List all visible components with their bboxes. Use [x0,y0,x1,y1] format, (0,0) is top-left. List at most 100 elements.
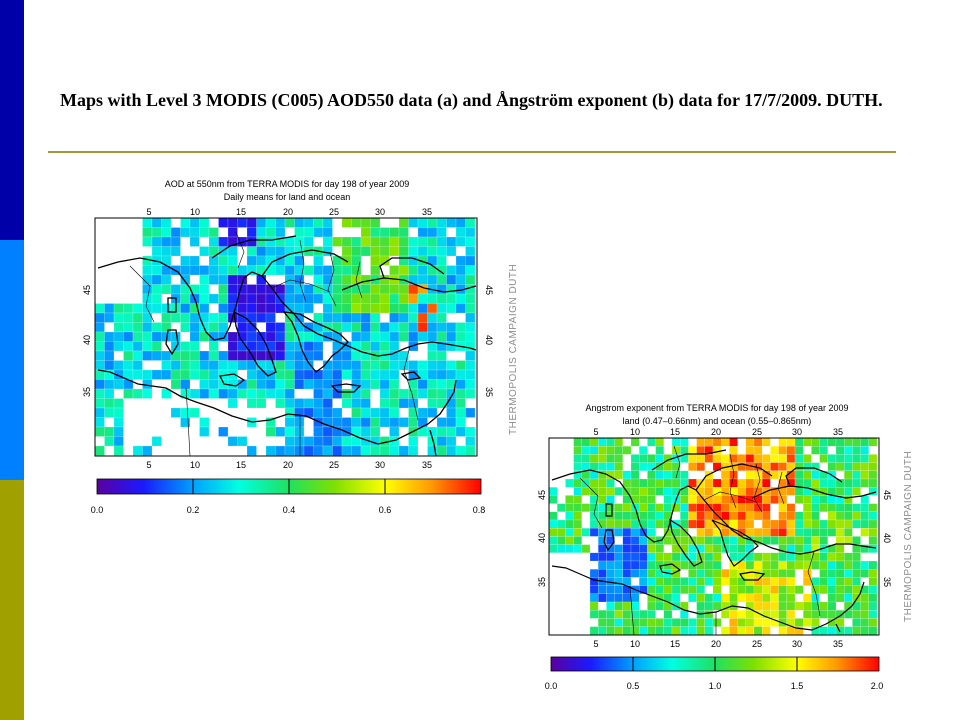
grid-cell [589,487,599,496]
grid-cell [398,417,409,428]
grid-cell [427,331,438,342]
grid-cell [557,519,566,529]
grid-cell [341,274,352,285]
grid-cell [868,503,878,513]
grid-cell [465,312,476,323]
grid-cell [113,445,124,456]
grid-cell [589,446,599,455]
lon-label: 15 [236,460,246,470]
grid-cell [753,511,763,521]
grid-cell [827,610,837,619]
grid-cell [770,560,779,570]
grid-cell [455,407,466,418]
grid-cell [284,350,295,361]
grid-cell [852,569,861,578]
grid-cell [671,577,681,586]
grid-cell [811,478,820,488]
grid-cell [803,495,812,504]
grid-cell [180,255,191,266]
grid-cell [341,217,352,228]
grid-cell [436,217,447,228]
grid-cell [696,577,705,586]
colorbar-label: 1.5 [791,681,804,691]
grid-cell [417,236,428,247]
grid-cell [753,446,763,455]
grid-cell [589,593,599,603]
grid-cell [819,437,828,447]
grid-cell [712,544,722,553]
grid-cell [778,626,787,635]
grid-cell [313,398,324,409]
grid-cell [313,293,324,304]
grid-cell [581,454,591,463]
grid-cell [606,503,615,513]
grid-cell [408,303,419,314]
grid-cell [294,293,305,304]
grid-cell [94,312,105,323]
grid-cell [827,601,837,611]
grid-cell [332,369,343,380]
grid-cell [199,388,210,399]
lat-label: 40 [82,335,92,345]
grid-cell [446,303,457,314]
grid-cell [142,341,153,352]
lon-label: 35 [833,639,843,649]
grid-cell [811,536,820,545]
grid-cell [389,360,400,371]
grid-cell [630,462,640,472]
grid-cell [844,454,853,463]
grid-cell [370,426,381,437]
grid-cell [313,265,324,276]
grid-cell [868,437,878,447]
grid-cell [647,544,656,553]
colorbar-label: 1.0 [709,681,722,691]
grid-cell [688,519,697,529]
grid-cell [360,312,371,323]
grid-cell [322,436,333,447]
grid-cell [408,217,419,228]
map-aod: AOD at 550nm from TERRA MODIS for day 19… [82,179,519,515]
grid-cell [778,519,787,529]
grid-cell [778,593,787,603]
grid-cell [704,569,714,578]
grid-cell [446,217,457,228]
grid-cell [753,528,763,537]
grid-cell [417,312,428,323]
grid-cell [655,470,664,480]
grid-cell [868,528,878,537]
grid-cell [341,369,352,380]
grid-cell [398,217,409,228]
grid-cell [663,585,673,594]
grid-cell [170,236,181,247]
grid-cell [132,331,143,342]
grid-cell [819,495,828,504]
grid-cell [844,462,853,472]
grid-cell [639,560,648,570]
grid-cell [465,265,476,276]
grid-cell [180,322,191,333]
grid-cell [778,495,787,504]
grid-cell [589,569,599,578]
grid-cell [770,610,779,619]
grid-cell [548,528,558,537]
grid-cell [803,478,812,488]
grid-cell [446,417,457,428]
grid-cell [786,503,796,513]
grid-cell [180,265,191,276]
grid-cell [446,284,457,295]
grid-cell [844,528,853,537]
grid-cell [227,360,238,371]
grid-cell [819,519,828,529]
grid-cell [370,407,381,418]
lon-label: 35 [422,207,432,217]
grid-cell [151,436,162,447]
grid-cell [436,445,447,456]
grid-cell [655,577,664,586]
grid-cell [827,503,837,513]
grid-cell [275,445,286,456]
grid-cell [180,293,191,304]
grid-cell [360,369,371,380]
grid-cell [417,407,428,418]
grid-cell [170,227,181,238]
grid-cell [284,436,295,447]
